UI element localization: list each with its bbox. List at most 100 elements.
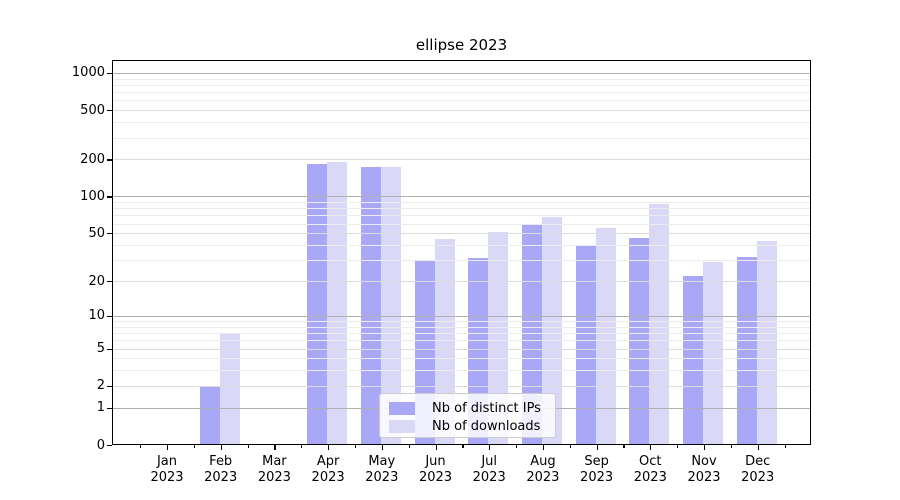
xtick-minor bbox=[730, 445, 733, 448]
xtick-may bbox=[381, 445, 383, 450]
ytick-1000 bbox=[107, 72, 112, 75]
minor-gridline-y-40 bbox=[112, 245, 811, 246]
xtick-apr bbox=[328, 445, 330, 450]
xtick-mar bbox=[274, 445, 276, 450]
ytick-label-100: 100 bbox=[80, 188, 105, 204]
bar-downloads-sep bbox=[595, 228, 616, 445]
ytick-label-2: 2 bbox=[96, 378, 105, 394]
xtick-label-aug: Aug 2023 bbox=[526, 454, 560, 485]
legend: Nb of distinct IPs Nb of downloads bbox=[379, 393, 556, 438]
xtick-minor bbox=[247, 445, 249, 448]
xtick-minor bbox=[408, 445, 410, 448]
minor-gridline-y-600 bbox=[112, 100, 811, 102]
gridline-y-2 bbox=[112, 385, 811, 387]
minor-gridline-y-30 bbox=[112, 260, 811, 262]
minor-gridline-y-80 bbox=[112, 208, 811, 210]
ytick-10 bbox=[107, 315, 112, 318]
bar-downloads-jul bbox=[488, 232, 509, 445]
bar-ips-may bbox=[360, 167, 381, 445]
legend-swatch-distinct-ips bbox=[389, 401, 415, 415]
minor-gridline-y-60 bbox=[112, 223, 811, 225]
xtick-minor bbox=[623, 445, 625, 448]
gridline-y-100 bbox=[112, 196, 811, 198]
bar-ips-dec bbox=[736, 256, 757, 445]
legend-item-downloads: Nb of downloads bbox=[389, 417, 547, 435]
xtick-label-mar: Mar 2023 bbox=[257, 454, 291, 485]
xtick-aug bbox=[542, 445, 545, 450]
xtick-label-jun: Jun 2023 bbox=[418, 454, 453, 485]
xtick-label-jul: Jul 2023 bbox=[472, 454, 506, 485]
chart-title: ellipse 2023 bbox=[415, 36, 508, 54]
minor-gridline-y-7 bbox=[112, 333, 811, 335]
ytick-5 bbox=[107, 348, 112, 350]
bar-downloads-oct bbox=[649, 204, 670, 445]
xtick-minor bbox=[193, 445, 196, 448]
gridline-y-50 bbox=[112, 233, 811, 235]
minor-gridline-y-300 bbox=[112, 137, 811, 139]
ytick-100 bbox=[107, 196, 112, 198]
xtick-jun bbox=[435, 445, 437, 450]
bar-downloads-apr bbox=[327, 161, 348, 445]
xtick-nov bbox=[704, 445, 706, 450]
minor-gridline-y-4 bbox=[112, 358, 811, 360]
ytick-label-1: 1 bbox=[96, 400, 105, 416]
ytick-500 bbox=[107, 110, 112, 112]
xtick-label-may: May 2023 bbox=[365, 454, 399, 485]
minor-gridline-y-8 bbox=[112, 326, 811, 328]
legend-label-distinct-ips: Nb of distinct IPs bbox=[432, 400, 541, 416]
xtick-minor bbox=[516, 445, 518, 448]
bar-downloads-may bbox=[380, 166, 401, 445]
bar-downloads-nov bbox=[703, 261, 723, 445]
xtick-label-apr: Apr 2023 bbox=[311, 454, 345, 485]
ytick-20 bbox=[107, 281, 112, 283]
xtick-minor bbox=[569, 445, 571, 448]
ytick-1 bbox=[107, 407, 112, 409]
bar-downloads-feb bbox=[219, 333, 240, 445]
legend-label-downloads: Nb of downloads bbox=[432, 418, 541, 434]
bar-downloads-aug bbox=[541, 216, 562, 445]
ytick-0 bbox=[107, 445, 112, 447]
xtick-dec bbox=[757, 445, 759, 450]
xtick-minor bbox=[784, 445, 786, 448]
minor-gridline-y-70 bbox=[112, 215, 811, 217]
xtick-minor bbox=[140, 445, 142, 448]
bar-downloads-dec bbox=[756, 241, 777, 445]
legend-item-distinct-ips: Nb of distinct IPs bbox=[389, 399, 547, 417]
xtick-label-nov: Nov 2023 bbox=[687, 454, 721, 485]
ytick-50 bbox=[107, 233, 112, 235]
minor-gridline-y-700 bbox=[112, 92, 811, 94]
ytick-label-500: 500 bbox=[80, 102, 105, 118]
gridline-y-1000 bbox=[112, 72, 811, 74]
bar-ips-aug bbox=[521, 224, 542, 445]
ytick-label-200: 200 bbox=[80, 151, 105, 167]
ytick-label-0: 0 bbox=[96, 437, 105, 453]
ytick-200 bbox=[107, 159, 112, 161]
bar-ips-feb bbox=[199, 385, 220, 445]
minor-gridline-y-9 bbox=[112, 321, 811, 322]
xtick-minor bbox=[354, 445, 357, 448]
ytick-label-5: 5 bbox=[96, 341, 105, 356]
ytick-2 bbox=[107, 385, 112, 388]
bar-ips-nov bbox=[683, 276, 703, 445]
gridline-y-20 bbox=[112, 281, 811, 283]
legend-swatch-downloads bbox=[389, 419, 415, 433]
minor-gridline-y-90 bbox=[112, 202, 811, 204]
minor-gridline-y-3 bbox=[112, 370, 811, 372]
xtick-minor bbox=[677, 445, 679, 448]
gridline-y-5 bbox=[112, 348, 811, 350]
ytick-label-10: 10 bbox=[88, 308, 105, 324]
minor-gridline-y-6 bbox=[112, 340, 811, 342]
ytick-label-50: 50 bbox=[88, 225, 105, 241]
minor-gridline-y-900 bbox=[112, 78, 811, 80]
xtick-label-jan: Jan 2023 bbox=[150, 454, 184, 485]
xtick-label-oct: Oct 2023 bbox=[633, 454, 667, 485]
xtick-label-sep: Sep 2023 bbox=[580, 454, 614, 485]
minor-gridline-y-400 bbox=[112, 122, 811, 124]
ytick-label-20: 20 bbox=[88, 273, 105, 289]
xtick-label-feb: Feb 2023 bbox=[204, 454, 238, 485]
gridline-y-200 bbox=[112, 159, 811, 161]
xtick-minor bbox=[301, 445, 303, 448]
xtick-feb bbox=[220, 445, 222, 450]
xtick-minor bbox=[462, 445, 464, 448]
